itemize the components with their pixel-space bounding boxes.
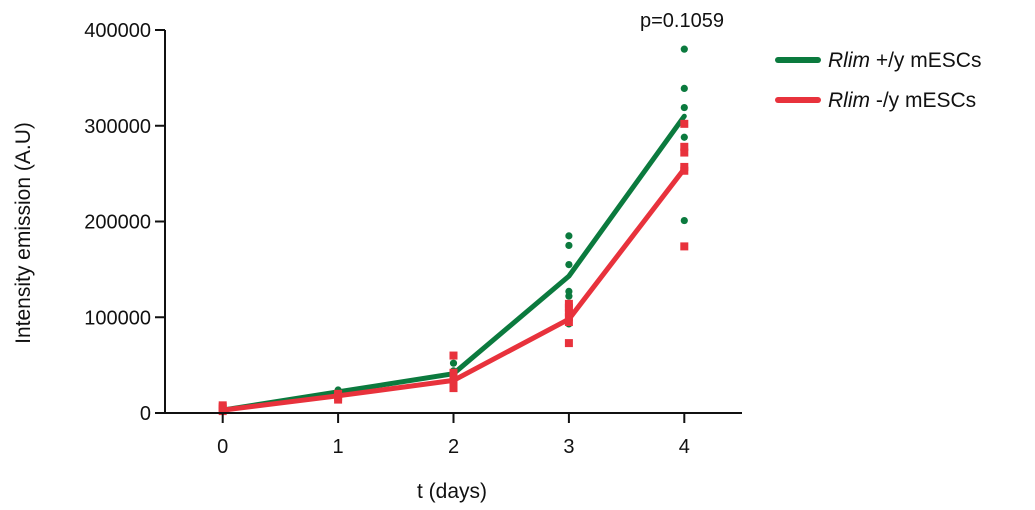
x-axis-title: t (days) [417,480,487,503]
data-point-1 [680,103,688,112]
legend-label-1: Rlim +/y mESCs [828,49,981,72]
data-point-2 [449,380,458,389]
data-point-2 [680,162,689,171]
data-point-2 [218,401,227,410]
data-point-2 [680,242,689,251]
x-tick-label: 0 [217,436,228,458]
data-point-2 [449,351,458,360]
data-point-1 [680,84,688,93]
data-point-1 [565,287,573,295]
legend-label-rest: +/y mESCs [870,49,981,72]
p-value-annotation: p=0.1059 [640,10,724,32]
data-point-2 [564,339,573,348]
legend-label-rest: -/y mESCs [870,89,976,112]
data-point-2 [564,299,573,308]
data-point-1 [565,241,573,250]
series-points [218,45,689,416]
data-point-1 [449,359,458,367]
y-tick-label: 100000 [84,307,151,329]
x-tick-label: 1 [333,436,344,458]
y-tick-label: 300000 [84,116,151,138]
x-tick-label: 3 [563,436,574,458]
axes: 0 100000 200000 300000 400000 0 1 2 3 4 [84,20,742,458]
data-point-2 [680,142,689,151]
data-point-2 [449,368,458,377]
y-axis-title: Intensity emission (A.U) [12,122,35,344]
legend-label-italic: Rlim [828,49,870,72]
data-point-2 [334,389,343,398]
y-tick-label: 0 [140,403,151,425]
data-point-2 [564,318,573,327]
y-tick-label: 400000 [84,20,151,42]
y-tick-label: 200000 [84,212,151,234]
data-point-1 [565,232,573,240]
data-point-1 [680,216,688,225]
data-point-1 [680,45,688,53]
legend-label-2: Rlim -/y mESCs [828,89,976,112]
data-point-2 [564,313,573,322]
x-tick-label: 2 [448,436,459,458]
data-point-1 [565,260,573,269]
x-tick-label: 4 [679,436,690,458]
data-point-2 [564,308,573,317]
data-point-2 [680,119,689,128]
data-point-1 [680,133,688,141]
data-point-2 [680,148,689,157]
legend-label-italic: Rlim [828,89,870,112]
